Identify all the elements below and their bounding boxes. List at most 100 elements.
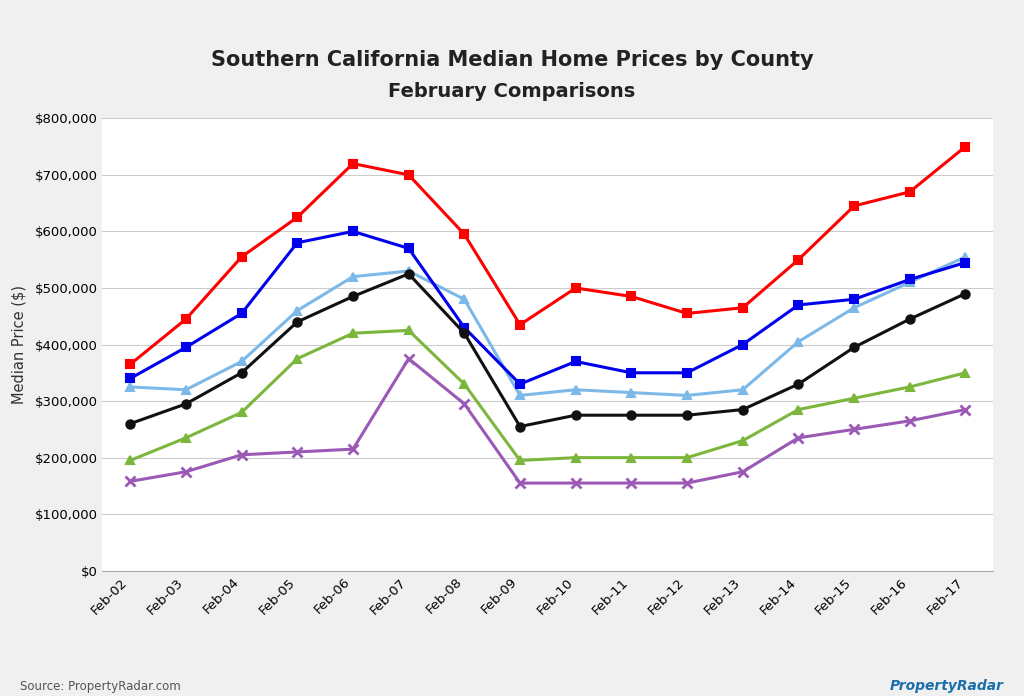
LOS ANGELES <box>458 295 470 303</box>
SAN DIEGO <box>903 276 915 284</box>
LOS ANGELES <box>793 338 805 346</box>
All Southern CA <box>848 343 860 351</box>
LOS ANGELES <box>626 388 638 397</box>
ORANGE <box>236 253 248 261</box>
ORANGE <box>402 171 415 179</box>
All Southern CA <box>180 400 193 408</box>
LOS ANGELES <box>681 391 693 400</box>
All Southern CA <box>347 292 359 301</box>
ORANGE <box>458 230 470 239</box>
LOS ANGELES <box>903 278 915 287</box>
SAN BERNARDINO <box>793 434 805 442</box>
ORANGE <box>569 284 582 292</box>
LOS ANGELES <box>180 386 193 394</box>
Text: February Comparisons: February Comparisons <box>388 82 636 101</box>
SAN BERNARDINO <box>347 445 359 453</box>
SAN DIEGO <box>959 258 972 267</box>
ORANGE <box>347 159 359 168</box>
SAN DIEGO <box>458 324 470 332</box>
Y-axis label: Median Price ($): Median Price ($) <box>11 285 27 404</box>
All Southern CA <box>291 317 303 326</box>
RIVERSIDE <box>793 405 805 413</box>
SAN DIEGO <box>180 343 193 351</box>
LOS ANGELES <box>291 306 303 315</box>
LOS ANGELES <box>514 391 526 400</box>
SAN BERNARDINO <box>180 468 193 476</box>
All Southern CA <box>793 380 805 388</box>
RIVERSIDE <box>959 369 972 377</box>
SAN DIEGO <box>626 369 638 377</box>
ORANGE <box>848 202 860 210</box>
RIVERSIDE <box>402 326 415 335</box>
SAN DIEGO <box>124 374 136 383</box>
ORANGE <box>291 213 303 221</box>
All Southern CA <box>626 411 638 420</box>
SAN DIEGO <box>236 309 248 317</box>
Line: LOS ANGELES: LOS ANGELES <box>126 253 970 400</box>
Text: Source: PropertyRadar.com: Source: PropertyRadar.com <box>20 679 181 693</box>
Line: All Southern CA: All Southern CA <box>126 269 970 431</box>
SAN BERNARDINO <box>236 450 248 459</box>
LOS ANGELES <box>124 383 136 391</box>
All Southern CA <box>681 411 693 420</box>
RIVERSIDE <box>681 454 693 462</box>
All Southern CA <box>959 290 972 298</box>
Line: SAN DIEGO: SAN DIEGO <box>126 228 970 388</box>
SAN BERNARDINO <box>903 417 915 425</box>
LOS ANGELES <box>569 386 582 394</box>
SAN BERNARDINO <box>736 468 749 476</box>
SAN DIEGO <box>681 369 693 377</box>
SAN BERNARDINO <box>848 425 860 434</box>
LOS ANGELES <box>959 253 972 261</box>
Text: Southern California Median Home Prices by County: Southern California Median Home Prices b… <box>211 49 813 70</box>
All Southern CA <box>569 411 582 420</box>
RIVERSIDE <box>626 454 638 462</box>
SAN DIEGO <box>736 340 749 349</box>
SAN DIEGO <box>848 295 860 303</box>
ORANGE <box>626 292 638 301</box>
SAN BERNARDINO <box>626 479 638 487</box>
LOS ANGELES <box>236 357 248 365</box>
Line: ORANGE: ORANGE <box>126 143 970 368</box>
RIVERSIDE <box>903 383 915 391</box>
RIVERSIDE <box>124 457 136 465</box>
SAN DIEGO <box>291 239 303 247</box>
Line: SAN BERNARDINO: SAN BERNARDINO <box>125 354 971 488</box>
SAN DIEGO <box>347 227 359 235</box>
RIVERSIDE <box>569 454 582 462</box>
RIVERSIDE <box>736 436 749 445</box>
SAN BERNARDINO <box>959 405 972 413</box>
LOS ANGELES <box>736 386 749 394</box>
All Southern CA <box>236 369 248 377</box>
All Southern CA <box>514 422 526 431</box>
SAN DIEGO <box>569 357 582 365</box>
SAN BERNARDINO <box>458 400 470 408</box>
SAN DIEGO <box>514 380 526 388</box>
RIVERSIDE <box>180 434 193 442</box>
RIVERSIDE <box>458 380 470 388</box>
SAN BERNARDINO <box>291 448 303 456</box>
RIVERSIDE <box>347 329 359 338</box>
SAN BERNARDINO <box>681 479 693 487</box>
RIVERSIDE <box>291 354 303 363</box>
RIVERSIDE <box>514 457 526 465</box>
ORANGE <box>793 255 805 264</box>
SAN BERNARDINO <box>124 477 136 486</box>
SAN BERNARDINO <box>514 479 526 487</box>
ORANGE <box>514 321 526 329</box>
All Southern CA <box>736 405 749 413</box>
ORANGE <box>124 360 136 368</box>
RIVERSIDE <box>236 408 248 416</box>
SAN DIEGO <box>402 244 415 253</box>
ORANGE <box>903 188 915 196</box>
All Southern CA <box>124 420 136 428</box>
ORANGE <box>959 143 972 151</box>
All Southern CA <box>903 315 915 323</box>
All Southern CA <box>402 269 415 278</box>
LOS ANGELES <box>347 272 359 280</box>
LOS ANGELES <box>848 303 860 312</box>
Line: RIVERSIDE: RIVERSIDE <box>126 326 970 465</box>
RIVERSIDE <box>848 394 860 402</box>
SAN BERNARDINO <box>402 354 415 363</box>
SAN DIEGO <box>793 301 805 309</box>
